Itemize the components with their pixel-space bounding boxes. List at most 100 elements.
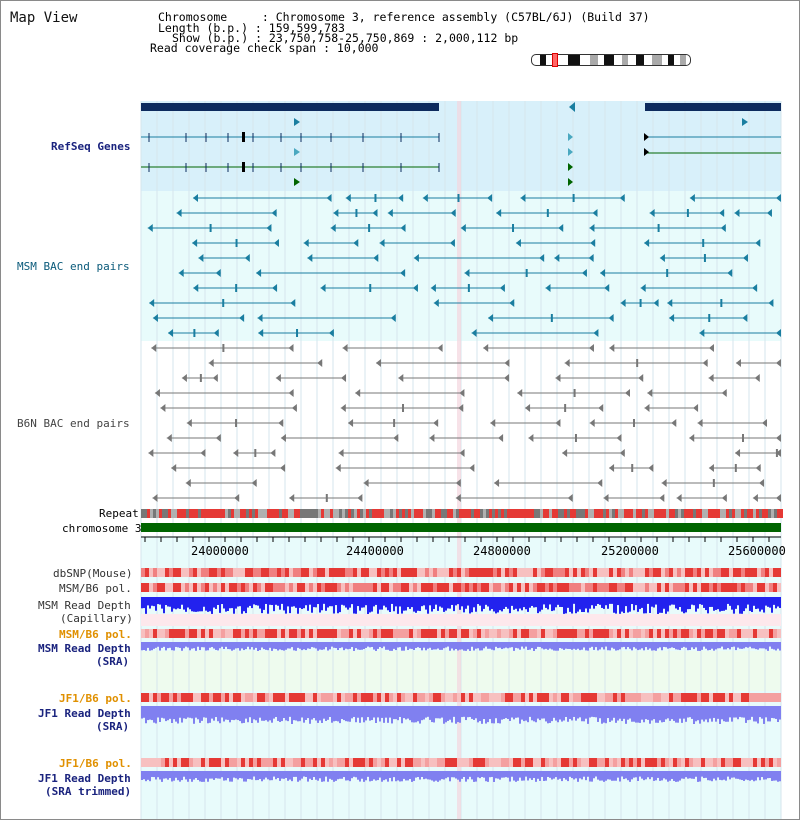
polymorphism-cell [353, 629, 357, 638]
polymorphism-cell [177, 583, 181, 592]
ideogram-position-marker[interactable] [552, 53, 558, 67]
bac-end [567, 494, 573, 502]
read-depth-bar [449, 597, 451, 609]
read-depth-bar [199, 597, 201, 612]
polymorphism-cell [273, 693, 277, 702]
read-depth-bar [239, 597, 241, 607]
read-depth-bar [415, 706, 417, 723]
bac-end [734, 464, 737, 472]
polymorphism-cell [541, 758, 545, 767]
page-title: Map View [10, 10, 78, 26]
read-depth-bar [417, 642, 419, 648]
read-depth-bar [467, 706, 469, 718]
read-depth-bar [451, 642, 453, 649]
read-depth-bar [207, 642, 209, 651]
polymorphism-cell [753, 583, 757, 592]
read-depth-bar [277, 706, 279, 721]
bac-end [525, 269, 528, 277]
polymorphism-cell [773, 568, 777, 577]
read-depth-bar [385, 706, 387, 718]
polymorphism-cell [645, 693, 649, 702]
read-depth-bar [545, 706, 547, 722]
repeat-segment [261, 509, 264, 518]
bac-end [759, 479, 765, 487]
bac-end [193, 284, 199, 292]
read-depth-bar [183, 706, 185, 719]
capillary-bg [141, 614, 781, 626]
repeat-segment [318, 509, 321, 518]
polymorphism-cell [581, 758, 585, 767]
read-depth-bar [741, 706, 743, 718]
read-depth-bar [573, 706, 575, 717]
polymorphism-cell [149, 693, 153, 702]
read-depth-bar [469, 706, 471, 717]
bac-end [244, 254, 250, 262]
read-depth-bar [369, 597, 371, 613]
polymorphism-cell [765, 629, 769, 638]
polymorphism-cell [333, 693, 337, 702]
read-depth-bar [565, 642, 567, 649]
polymorphism-cell [425, 583, 429, 592]
read-depth-bar [373, 706, 375, 718]
read-depth-bar [687, 771, 689, 779]
polymorphism-cell [389, 629, 393, 638]
read-depth-bar [763, 706, 765, 724]
polymorphism-cell [677, 568, 681, 577]
read-depth-bar [397, 771, 399, 781]
read-depth-bar [455, 771, 457, 779]
polymorphism-cell [561, 693, 565, 702]
read-depth-bar [329, 642, 331, 650]
polymorphism-cell [693, 629, 697, 638]
read-depth-bar [613, 771, 615, 781]
polymorphism-cell [401, 693, 405, 702]
chromosome-ideogram[interactable] [531, 54, 691, 66]
polymorphism-cell [637, 583, 641, 592]
read-depth-bar [425, 597, 427, 610]
repeat-segment [468, 509, 471, 518]
read-depth-bar [229, 597, 231, 609]
read-depth-bar [643, 642, 645, 651]
read-depth-bar [415, 642, 417, 648]
read-depth-bar [769, 642, 771, 647]
polymorphism-cell [685, 629, 689, 638]
polymorphism-cell [725, 693, 729, 702]
repeat-segment [288, 509, 291, 518]
read-depth-bar [561, 597, 563, 608]
polymorphism-cell [609, 568, 613, 577]
bac-end [147, 224, 153, 232]
read-depth-bar [383, 642, 385, 647]
read-depth-bar [239, 771, 241, 779]
dbsnp-label: dbSNP(Mouse) [53, 567, 133, 580]
read-depth-bar [589, 597, 591, 609]
polymorphism-cell [229, 693, 233, 702]
read-depth-bar [519, 706, 521, 724]
read-depth-bar [283, 597, 285, 611]
read-depth-bar [519, 771, 521, 778]
polymorphism-cell [433, 583, 437, 592]
read-depth-bar [379, 642, 381, 647]
polymorphism-cell [465, 758, 469, 767]
polymorphism-cell [645, 758, 649, 767]
polymorphism-cell [769, 693, 773, 702]
polymorphism-cell [341, 693, 345, 702]
polymorphism-cell [705, 693, 709, 702]
read-depth-bar [415, 771, 417, 778]
bac-end [422, 194, 428, 202]
read-depth-bar [299, 597, 301, 608]
polymorphism-cell [417, 758, 421, 767]
read-depth-bar [311, 771, 313, 781]
polymorphism-cell [597, 568, 601, 577]
read-depth-bar [439, 597, 441, 607]
read-depth-bar [539, 642, 541, 647]
read-depth-bar [171, 771, 173, 782]
read-depth-bar [447, 642, 449, 647]
read-depth-bar [525, 706, 527, 721]
polymorphism-cell [513, 583, 517, 592]
read-depth-bar [201, 642, 203, 648]
repeat-segment [537, 509, 540, 518]
bac-end [369, 284, 372, 292]
read-depth-bar [261, 597, 263, 614]
polymorphism-cell [577, 758, 581, 767]
bac-end [160, 404, 166, 412]
